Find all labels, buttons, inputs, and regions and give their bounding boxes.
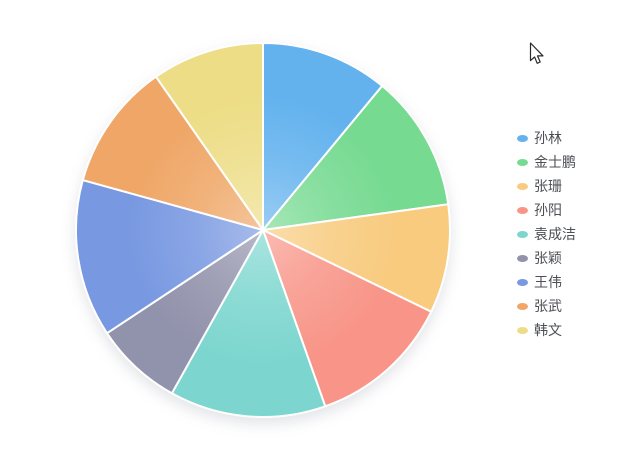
legend-marker-icon — [517, 206, 528, 214]
legend-label: 王伟 — [534, 274, 562, 290]
legend-item-3[interactable]: 孙阳 — [517, 198, 576, 222]
legend-item-2[interactable]: 张珊 — [517, 174, 576, 198]
legend-label: 韩文 — [534, 322, 562, 338]
legend-label: 张颖 — [534, 250, 562, 266]
legend-marker-icon — [517, 230, 528, 238]
legend-item-5[interactable]: 张颖 — [517, 246, 576, 270]
legend-label: 孙阳 — [534, 202, 562, 218]
legend-label: 张珊 — [534, 178, 562, 194]
legend-item-1[interactable]: 金士鹏 — [517, 150, 576, 174]
chart-legend: 孙林金士鹏张珊孙阳袁成洁张颖王伟张武韩文 — [517, 126, 576, 342]
legend-item-7[interactable]: 张武 — [517, 294, 576, 318]
legend-label: 孙林 — [534, 130, 562, 146]
legend-marker-icon — [517, 182, 528, 190]
legend-marker-icon — [517, 254, 528, 262]
legend-marker-icon — [517, 302, 528, 310]
legend-label: 张武 — [534, 298, 562, 314]
legend-label: 袁成洁 — [534, 226, 576, 242]
legend-item-4[interactable]: 袁成洁 — [517, 222, 576, 246]
legend-label: 金士鹏 — [534, 154, 576, 170]
legend-item-6[interactable]: 王伟 — [517, 270, 576, 294]
legend-marker-icon — [517, 278, 528, 286]
legend-item-0[interactable]: 孙林 — [517, 126, 576, 150]
legend-item-8[interactable]: 韩文 — [517, 318, 576, 342]
legend-marker-icon — [517, 134, 528, 142]
legend-marker-icon — [517, 158, 528, 166]
legend-marker-icon — [517, 326, 528, 334]
